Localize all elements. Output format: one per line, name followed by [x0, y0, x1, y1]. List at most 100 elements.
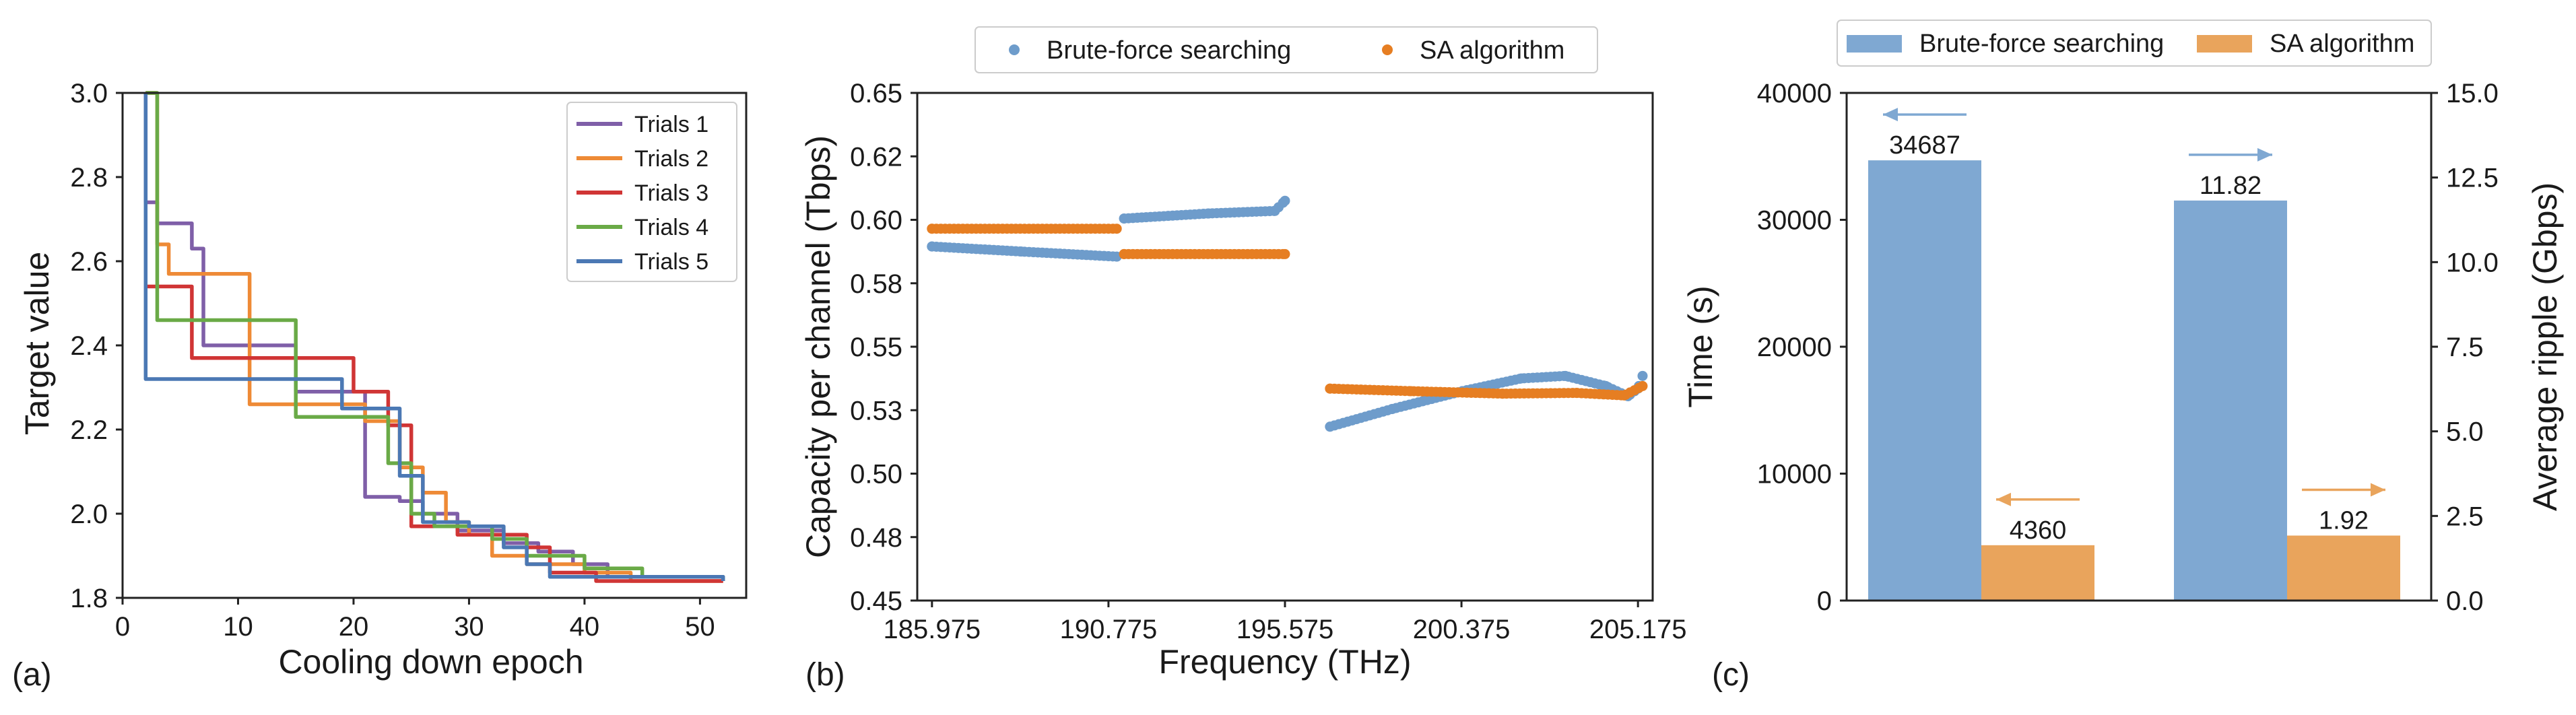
- x-tick-label: 195.575: [1236, 615, 1334, 644]
- y-tick-label: 2.4: [70, 331, 108, 361]
- arrow-head-icon: [1883, 108, 1898, 122]
- y-tick-label: 3.0: [70, 79, 108, 108]
- panel-a-plot: 0 10 20 30 40 50 1.8 2.0 2.2 2.4 2.6 2.8 3.0 Trials 1…: [70, 79, 748, 642]
- legend-swatch: [2197, 35, 2252, 53]
- data-point: [927, 224, 937, 234]
- legend-label: Trials 1: [634, 112, 708, 137]
- trials-4-line: [145, 91, 725, 581]
- legend-label: Trials 3: [634, 180, 708, 206]
- arrow-head-icon: [2257, 147, 2272, 162]
- data-point: [1280, 248, 1290, 259]
- legend-label: Trials 4: [634, 215, 708, 240]
- arrow-head-icon: [1996, 492, 2011, 506]
- legend-box: [975, 26, 1598, 73]
- y-tick-label: 2.8: [70, 163, 108, 193]
- data-point: [1600, 380, 1611, 391]
- y-tick-label: 2.0: [70, 500, 108, 529]
- legend-label: Brute-force searching: [1919, 30, 2164, 58]
- x-tick-label: 40: [570, 612, 600, 642]
- panel-a-label: (a): [12, 657, 52, 693]
- panel-b-plot: 185.975 190.775 195.575 200.375 205.175 0.45 0…: [850, 26, 1687, 644]
- bar-brute-force-right: [2174, 200, 2287, 601]
- panel-b-ylabel: Capacity per channel (Tbps): [799, 135, 837, 558]
- y-tick-label-right: 7.5: [2446, 333, 2484, 362]
- legend-marker: [1382, 44, 1393, 55]
- panel-c-ylabel-left: Time (s): [1682, 285, 1719, 407]
- panel-b-label: (b): [805, 657, 845, 693]
- panel-b: (b) Frequency (THz) Capacity per channel…: [799, 26, 1687, 693]
- legend-label: Trials 5: [634, 249, 708, 275]
- bar-brute-force-left: [1868, 160, 1981, 601]
- legend-swatch: [1847, 35, 1902, 53]
- x-tick-label: 50: [685, 612, 715, 642]
- legend-label: SA algorithm: [1420, 36, 1564, 65]
- x-tick-label: 0: [115, 612, 130, 642]
- data-point: [1325, 383, 1335, 394]
- y-tick-label: 0.55: [850, 333, 902, 362]
- data-point: [1119, 248, 1129, 259]
- data-point: [1516, 373, 1527, 384]
- y-tick-label: 2.2: [70, 415, 108, 445]
- x-tick-label: 185.975: [884, 615, 981, 644]
- data-point: [1560, 370, 1571, 381]
- panel-b-xlabel: Frequency (THz): [1158, 643, 1411, 681]
- data-point: [1280, 195, 1290, 206]
- panel-a: (a) Cooling down epoch Target value 0 10 2…: [12, 79, 748, 693]
- bar-value-label: 4360: [2010, 516, 2067, 545]
- panel-c-label: (c): [1712, 657, 1750, 693]
- panel-c-plot: 34687 4360 11.82 1.92 0 10000 20000 30000 40000 0…: [1757, 20, 2499, 616]
- x-tick-label: 205.175: [1589, 615, 1687, 644]
- data-point: [1111, 224, 1122, 234]
- data-point: [1269, 205, 1280, 216]
- legend-label: Brute-force searching: [1047, 36, 1291, 65]
- y-tick-label-left: 10000: [1757, 460, 1832, 489]
- x-tick-label: 10: [223, 612, 253, 642]
- legend-box: [566, 102, 737, 282]
- y-tick-label: 1.8: [70, 584, 108, 613]
- y-tick-label: 0.50: [850, 460, 902, 489]
- data-point: [1016, 246, 1026, 257]
- y-tick-label-left: 0: [1817, 586, 1832, 616]
- series-sa-algorithm: [927, 224, 1648, 401]
- y-tick-label-right: 2.5: [2446, 502, 2484, 531]
- arrow-head-icon: [2371, 483, 2385, 497]
- legend-marker: [1009, 44, 1020, 55]
- y-tick-label: 0.58: [850, 269, 902, 299]
- y-tick-label-right: 10.0: [2446, 248, 2499, 277]
- legend-label: Trials 2: [634, 146, 708, 172]
- legend-label: SA algorithm: [2270, 30, 2414, 58]
- panel-b-frame: [916, 92, 1654, 602]
- y-tick-label-left: 30000: [1757, 206, 1832, 236]
- y-tick-label-right: 12.5: [2446, 164, 2499, 193]
- y-tick-label: 0.65: [850, 79, 902, 108]
- x-tick-label: 190.775: [1060, 615, 1158, 644]
- y-tick-label-left: 40000: [1757, 79, 1832, 108]
- y-tick-label-right: 15.0: [2446, 79, 2499, 108]
- data-point: [1325, 421, 1335, 432]
- x-tick-label: 200.375: [1413, 615, 1511, 644]
- y-tick-label: 0.45: [850, 586, 902, 616]
- data-point: [1637, 380, 1648, 391]
- x-tick-label: 30: [454, 612, 484, 642]
- y-tick-label-right: 5.0: [2446, 417, 2484, 447]
- data-point: [927, 241, 937, 252]
- legend-box: [1837, 20, 2432, 67]
- y-tick-label-right: 0.0: [2446, 586, 2484, 616]
- data-point: [1498, 388, 1509, 399]
- y-tick-label: 0.48: [850, 523, 902, 553]
- y-tick-label: 0.53: [850, 396, 902, 425]
- panel-c-ylabel-right: Average ripple (Gbps): [2526, 182, 2564, 511]
- y-tick-label: 0.60: [850, 206, 902, 236]
- data-point: [1387, 403, 1398, 414]
- trials-5-line: [143, 93, 725, 581]
- bar-sa-right: [2287, 535, 2400, 601]
- y-tick-label-left: 20000: [1757, 333, 1832, 362]
- data-point: [1619, 390, 1630, 401]
- x-tick-label: 20: [339, 612, 369, 642]
- trials-1-line: [143, 93, 725, 581]
- y-tick-label: 0.62: [850, 142, 902, 172]
- panel-a-xlabel: Cooling down epoch: [278, 643, 583, 681]
- data-point: [1406, 386, 1416, 397]
- data-point: [1571, 388, 1582, 399]
